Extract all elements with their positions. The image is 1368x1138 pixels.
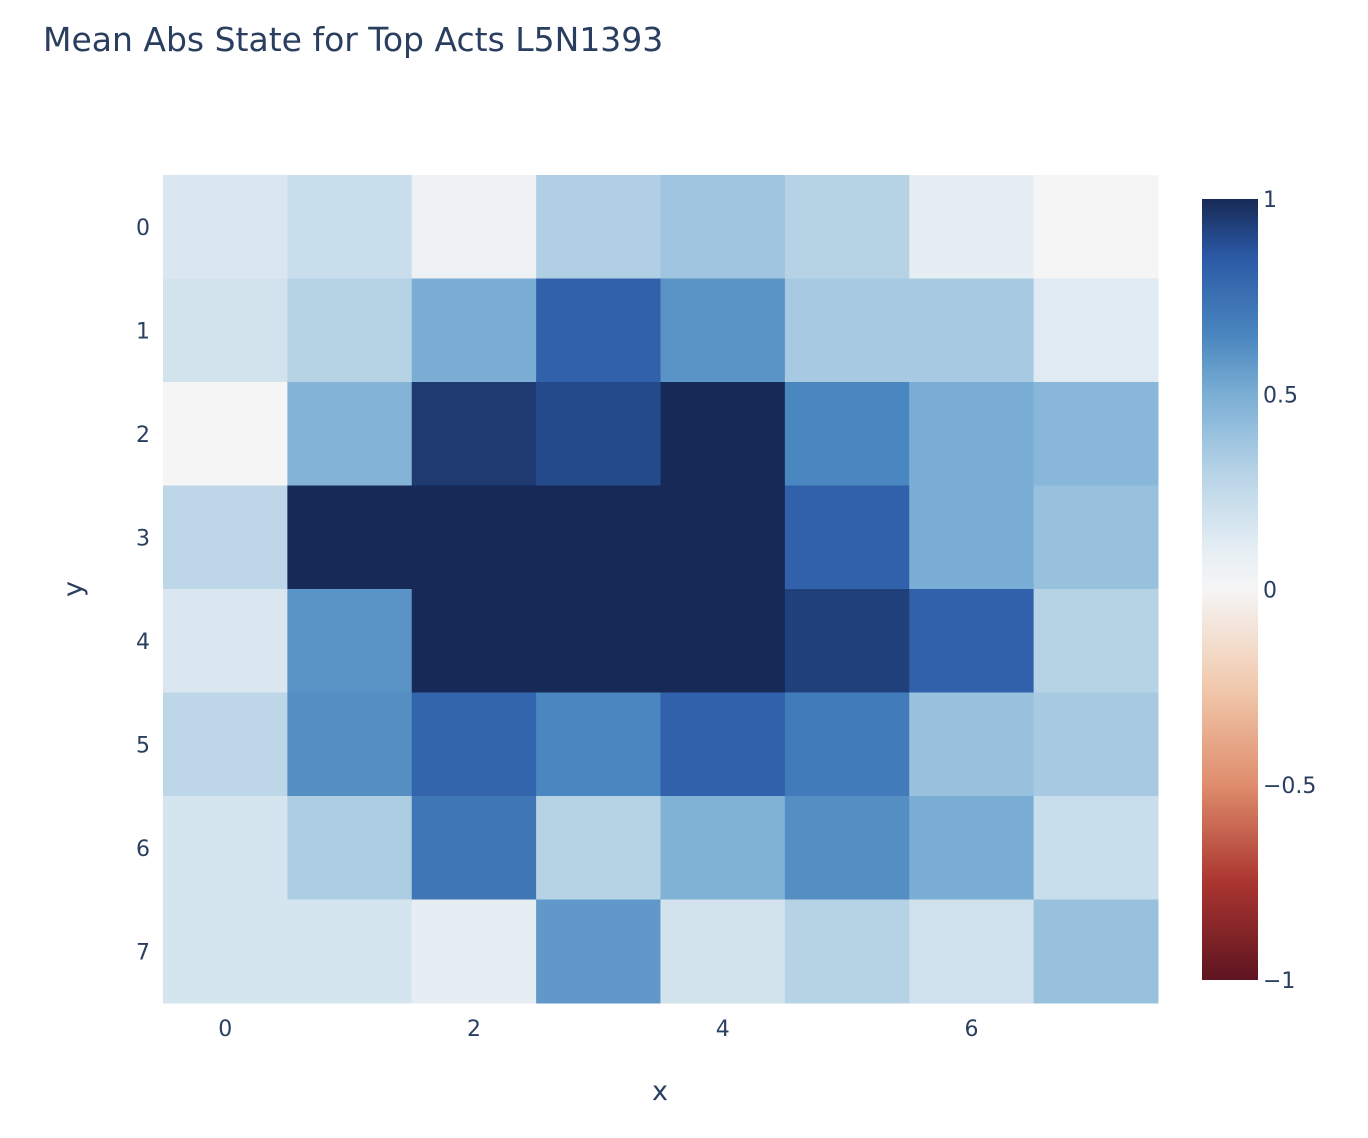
y-tick-label: 4 (136, 630, 150, 655)
heatmap-cell (163, 278, 288, 383)
heatmap-cell (536, 899, 661, 1004)
y-tick-label: 1 (136, 319, 150, 344)
heatmap-cell (163, 382, 288, 486)
heatmap-cell (784, 278, 910, 383)
y-tick-label: 6 (136, 837, 150, 862)
heatmap-cell (536, 485, 661, 590)
y-axis-ticks: 0 1 2 3 4 5 6 7 (136, 216, 150, 966)
heatmap-cell (909, 899, 1035, 1004)
heatmap-cell (909, 485, 1035, 590)
heatmap-cell (163, 589, 288, 693)
heatmap-cell (660, 175, 786, 279)
heatmap-cell (536, 589, 661, 693)
heatmap-cell (1033, 175, 1159, 279)
heatmap-cell (784, 692, 910, 797)
heatmap-cell (163, 899, 288, 1004)
x-tick-label: 2 (467, 1017, 481, 1042)
heatmap-cell (411, 278, 537, 383)
heatmap-cell (784, 175, 910, 279)
chart-title: Mean Abs State for Top Acts L5N1393 (43, 20, 664, 59)
colorbar-tick-label: −0.5 (1263, 774, 1316, 799)
heatmap-cell (1033, 485, 1159, 590)
heatmap-cell (536, 175, 661, 279)
colorbar-tick-label: 1 (1263, 188, 1277, 213)
heatmap-cell (163, 485, 288, 590)
heatmap-cell (411, 899, 537, 1004)
heatmap-cell (536, 382, 661, 486)
heatmap-cell (1033, 589, 1159, 693)
x-axis-title: x (652, 1076, 668, 1107)
colorbar-tick-label: −1 (1263, 969, 1295, 994)
colorbar (1202, 199, 1258, 980)
heatmap-cell (909, 589, 1035, 693)
heatmap-cell (660, 899, 786, 1004)
heatmap-cell (163, 175, 288, 279)
colorbar-tick-label: 0 (1263, 579, 1277, 604)
heatmap-cell (287, 589, 413, 693)
y-tick-label: 0 (136, 216, 150, 241)
x-tick-label: 0 (218, 1017, 232, 1042)
heatmap-cell (411, 175, 537, 279)
heatmap-cell (784, 485, 910, 590)
heatmap-cell (909, 692, 1035, 797)
heatmap-cell (660, 692, 786, 797)
heatmap-cell (909, 175, 1035, 279)
heatmap-cell (536, 278, 661, 383)
heatmap-cell (287, 692, 413, 797)
colorbar-tick-label: 0.5 (1263, 383, 1298, 408)
heatmap-cell (1033, 692, 1159, 797)
heatmap-cell (411, 796, 537, 900)
y-axis-title: y (58, 581, 89, 597)
heatmap-cell (411, 589, 537, 693)
heatmap-cell (784, 796, 910, 900)
heatmap-cell (411, 485, 537, 590)
x-tick-label: 6 (964, 1017, 978, 1042)
heatmap-cell (909, 382, 1035, 486)
heatmap-cell (287, 899, 413, 1004)
heatmap-cell (163, 796, 288, 900)
heatmap-cell (784, 382, 910, 486)
heatmap-cell (1033, 278, 1159, 383)
heatmap-cell (1033, 796, 1159, 900)
heatmap-cell (784, 589, 910, 693)
x-tick-label: 4 (716, 1017, 730, 1042)
heatmap-cell (909, 796, 1035, 900)
heatmap-cells (163, 175, 1159, 1004)
heatmap-cell (287, 278, 413, 383)
colorbar-ticks: 1 0.5 0 −0.5 −1 (1263, 188, 1316, 994)
heatmap-cell (660, 485, 786, 590)
heatmap-cell (660, 382, 786, 486)
heatmap-cell (287, 485, 413, 590)
heatmap-cell (1033, 382, 1159, 486)
heatmap-cell (287, 382, 413, 486)
heatmap-cell (536, 692, 661, 797)
heatmap-cell (163, 692, 288, 797)
heatmap-cell (909, 278, 1035, 383)
y-tick-label: 3 (136, 526, 150, 551)
heatmap-cell (536, 796, 661, 900)
heatmap-cell (660, 589, 786, 693)
heatmap-cell (287, 175, 413, 279)
heatmap-cell (784, 899, 910, 1004)
heatmap-cell (1033, 899, 1159, 1004)
heatmap-cell (411, 692, 537, 797)
heatmap-cell (660, 278, 786, 383)
heatmap-cell (287, 796, 413, 900)
y-tick-label: 2 (136, 423, 150, 448)
y-tick-label: 7 (136, 940, 150, 965)
heatmap-cell (660, 796, 786, 900)
y-tick-label: 5 (136, 733, 150, 758)
heatmap-cell (411, 382, 537, 486)
x-axis-ticks: 0 2 4 6 (218, 1017, 978, 1042)
